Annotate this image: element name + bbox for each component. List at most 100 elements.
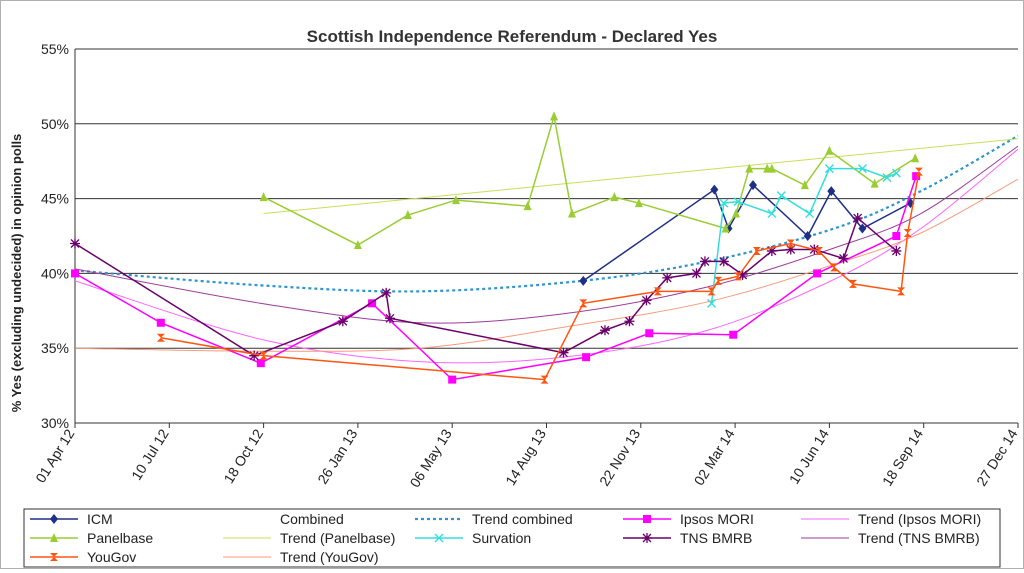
data-point <box>838 253 849 264</box>
data-point <box>610 192 619 202</box>
data-point <box>641 295 652 306</box>
data-point <box>249 350 260 361</box>
series-line-yougov <box>160 171 920 381</box>
legend-label: Trend (TNS BMRB) <box>858 530 980 546</box>
trend-line-trend-panelbase <box>263 138 1019 215</box>
data-point <box>718 256 729 267</box>
legend-item-icm: ICM <box>30 511 113 527</box>
series-survation <box>707 164 901 308</box>
data-point <box>825 145 834 155</box>
legend-item-ipsos-mori: Ipsos MORI <box>623 511 754 527</box>
series-trend-panelbase <box>263 138 1019 215</box>
data-point <box>259 351 268 360</box>
data-point <box>156 318 165 327</box>
data-point <box>785 244 796 255</box>
x-tick-label: 22 Nov 13 <box>596 426 644 489</box>
data-point <box>579 275 588 286</box>
data-point <box>749 180 758 191</box>
y-axis-title: % Yes (excluding undecided) in opinion p… <box>9 134 24 413</box>
data-point <box>156 333 165 342</box>
data-point <box>662 272 673 283</box>
x-tick-label: 10 Jun 14 <box>786 426 832 487</box>
x-tick-label: 18 Sep 14 <box>879 426 927 489</box>
legend-label: Panelbase <box>87 530 153 546</box>
x-tick-label: 01 Apr 12 <box>32 426 77 485</box>
data-point <box>337 316 348 327</box>
series-line-icm <box>582 183 911 282</box>
trend-line-trend-tns-bmrb <box>74 145 1019 324</box>
data-point <box>800 180 809 190</box>
trend-line-trend-combined <box>74 134 1019 293</box>
data-point <box>732 208 741 218</box>
y-tick-label: 40% <box>41 265 69 281</box>
data-point <box>710 184 719 195</box>
data-point <box>752 246 761 255</box>
x-tick-labels: 01 Apr 12 10 Jul 12 18 Oct 12 26 Jan 13 06 M… <box>32 426 1020 490</box>
legend-item-panelbase: Panelbase <box>30 530 153 546</box>
data-point <box>721 223 730 233</box>
data-point <box>737 269 748 280</box>
data-point <box>634 198 643 208</box>
legend-label: Ipsos MORI <box>680 511 754 527</box>
data-point <box>766 245 777 256</box>
data-point <box>540 375 549 384</box>
data-point <box>745 163 754 173</box>
legend-label: YouGov <box>87 549 136 565</box>
legend-item-trend-yougov: Trend (YouGov) <box>223 549 379 565</box>
data-point <box>368 299 377 308</box>
data-point <box>912 172 921 181</box>
legend-label: Trend (Panelbase) <box>280 530 395 546</box>
data-point <box>624 316 635 327</box>
data-point <box>803 231 812 241</box>
data-point <box>653 287 662 296</box>
data-point <box>70 238 80 249</box>
series-line-ipsos-mori <box>74 175 917 381</box>
x-tick-label: 18 Oct 12 <box>220 426 266 486</box>
legend-marker <box>50 533 58 542</box>
data-point <box>830 263 839 272</box>
data-point <box>558 347 569 358</box>
data-point <box>259 192 268 202</box>
data-point <box>805 209 815 219</box>
x-tick-label: 06 May 13 <box>407 426 455 490</box>
data-point <box>384 313 395 324</box>
data-point <box>767 209 777 219</box>
data-point <box>733 272 742 281</box>
data-point <box>353 239 362 249</box>
legend-marker <box>434 533 444 543</box>
legend-item-tns-bmrb: TNS BMRB <box>623 530 752 546</box>
legend-item-combined: Combined <box>280 511 344 527</box>
y-tick-label: 55% <box>41 41 69 57</box>
y-tick-label: 45% <box>41 191 69 207</box>
data-point <box>403 210 412 220</box>
data-point <box>699 256 710 267</box>
x-tick-label: 26 Jan 13 <box>314 426 360 487</box>
data-point <box>567 208 576 218</box>
data-point <box>582 353 591 362</box>
legend-label: Survation <box>472 530 531 546</box>
chart-title: Scottish Independence Referendum - Decla… <box>307 27 718 46</box>
legend-item-survation: Survation <box>415 530 531 546</box>
y-tick-label: 35% <box>41 340 69 356</box>
series-trend-yougov <box>74 178 1019 352</box>
series-icm <box>579 180 915 286</box>
series-line-panelbase <box>263 116 916 246</box>
legend-label: Combined <box>280 511 344 527</box>
data-point <box>579 299 588 308</box>
data-point <box>857 164 867 174</box>
data-point <box>892 232 901 240</box>
axes <box>74 49 1019 428</box>
data-point <box>824 164 834 174</box>
x-tick-label: 27 Dec 14 <box>973 426 1021 489</box>
data-point <box>691 268 702 279</box>
legend-marker <box>643 515 651 523</box>
legend-item-trend-tns-bmrb: Trend (TNS BMRB) <box>801 530 980 546</box>
legend-item-yougov: YouGov <box>30 549 136 565</box>
data-point <box>858 223 867 234</box>
data-point <box>707 287 716 296</box>
data-point <box>550 111 559 121</box>
legend-item-trend-combined: Trend combined <box>415 511 573 527</box>
data-point <box>914 167 923 176</box>
data-point <box>911 153 920 163</box>
